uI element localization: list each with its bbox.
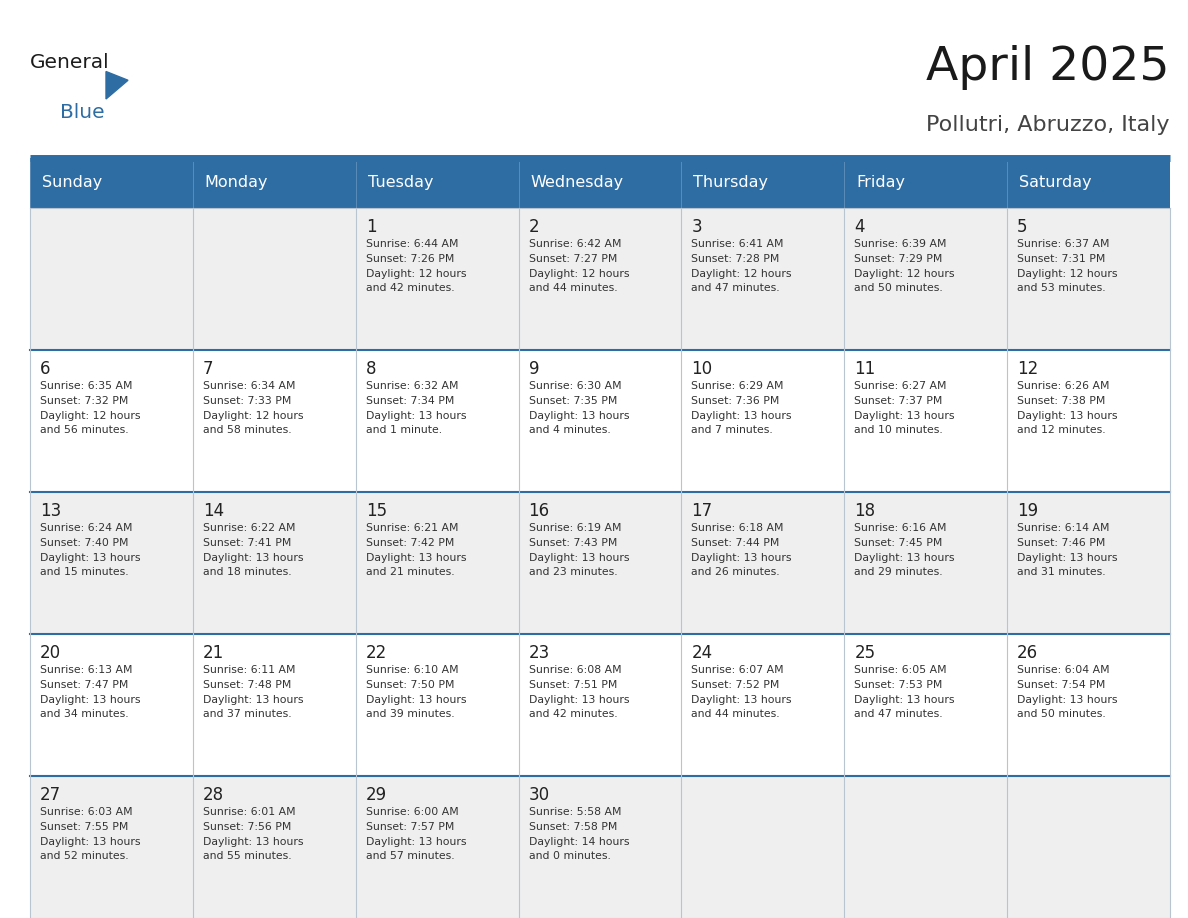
Text: 1: 1 xyxy=(366,218,377,236)
Text: Sunrise: 6:22 AM
Sunset: 7:41 PM
Daylight: 13 hours
and 18 minutes.: Sunrise: 6:22 AM Sunset: 7:41 PM Dayligh… xyxy=(203,523,303,577)
Text: 2: 2 xyxy=(529,218,539,236)
Text: 14: 14 xyxy=(203,502,225,520)
Text: Sunrise: 6:18 AM
Sunset: 7:44 PM
Daylight: 13 hours
and 26 minutes.: Sunrise: 6:18 AM Sunset: 7:44 PM Dayligh… xyxy=(691,523,792,577)
Text: Sunrise: 6:10 AM
Sunset: 7:50 PM
Daylight: 13 hours
and 39 minutes.: Sunrise: 6:10 AM Sunset: 7:50 PM Dayligh… xyxy=(366,665,466,720)
Text: 4: 4 xyxy=(854,218,865,236)
Text: Sunrise: 6:26 AM
Sunset: 7:38 PM
Daylight: 13 hours
and 12 minutes.: Sunrise: 6:26 AM Sunset: 7:38 PM Dayligh… xyxy=(1017,381,1118,435)
Text: Sunrise: 6:14 AM
Sunset: 7:46 PM
Daylight: 13 hours
and 31 minutes.: Sunrise: 6:14 AM Sunset: 7:46 PM Dayligh… xyxy=(1017,523,1118,577)
Text: 20: 20 xyxy=(40,644,61,662)
Text: Sunrise: 6:42 AM
Sunset: 7:27 PM
Daylight: 12 hours
and 44 minutes.: Sunrise: 6:42 AM Sunset: 7:27 PM Dayligh… xyxy=(529,239,630,294)
Text: 18: 18 xyxy=(854,502,876,520)
Text: Monday: Monday xyxy=(204,175,268,191)
Text: Sunrise: 6:41 AM
Sunset: 7:28 PM
Daylight: 12 hours
and 47 minutes.: Sunrise: 6:41 AM Sunset: 7:28 PM Dayligh… xyxy=(691,239,792,294)
Text: Tuesday: Tuesday xyxy=(368,175,434,191)
Text: Sunrise: 6:01 AM
Sunset: 7:56 PM
Daylight: 13 hours
and 55 minutes.: Sunrise: 6:01 AM Sunset: 7:56 PM Dayligh… xyxy=(203,807,303,861)
Text: 29: 29 xyxy=(366,786,387,804)
Text: Sunrise: 6:08 AM
Sunset: 7:51 PM
Daylight: 13 hours
and 42 minutes.: Sunrise: 6:08 AM Sunset: 7:51 PM Dayligh… xyxy=(529,665,630,720)
Text: 15: 15 xyxy=(366,502,387,520)
Text: Sunrise: 6:11 AM
Sunset: 7:48 PM
Daylight: 13 hours
and 37 minutes.: Sunrise: 6:11 AM Sunset: 7:48 PM Dayligh… xyxy=(203,665,303,720)
Text: Sunrise: 6:44 AM
Sunset: 7:26 PM
Daylight: 12 hours
and 42 minutes.: Sunrise: 6:44 AM Sunset: 7:26 PM Dayligh… xyxy=(366,239,466,294)
Text: 9: 9 xyxy=(529,360,539,378)
Text: 23: 23 xyxy=(529,644,550,662)
Text: 24: 24 xyxy=(691,644,713,662)
Text: 5: 5 xyxy=(1017,218,1028,236)
Bar xyxy=(30,776,1170,918)
Text: Sunrise: 6:35 AM
Sunset: 7:32 PM
Daylight: 12 hours
and 56 minutes.: Sunrise: 6:35 AM Sunset: 7:32 PM Dayligh… xyxy=(40,381,140,435)
Text: Sunrise: 6:07 AM
Sunset: 7:52 PM
Daylight: 13 hours
and 44 minutes.: Sunrise: 6:07 AM Sunset: 7:52 PM Dayligh… xyxy=(691,665,792,720)
Text: Sunrise: 6:29 AM
Sunset: 7:36 PM
Daylight: 13 hours
and 7 minutes.: Sunrise: 6:29 AM Sunset: 7:36 PM Dayligh… xyxy=(691,381,792,435)
Text: 19: 19 xyxy=(1017,502,1038,520)
Text: Pollutri, Abruzzo, Italy: Pollutri, Abruzzo, Italy xyxy=(927,115,1170,135)
Text: Sunrise: 6:34 AM
Sunset: 7:33 PM
Daylight: 12 hours
and 58 minutes.: Sunrise: 6:34 AM Sunset: 7:33 PM Dayligh… xyxy=(203,381,303,435)
Text: 10: 10 xyxy=(691,360,713,378)
Text: 16: 16 xyxy=(529,502,550,520)
Text: Sunrise: 6:00 AM
Sunset: 7:57 PM
Daylight: 13 hours
and 57 minutes.: Sunrise: 6:00 AM Sunset: 7:57 PM Dayligh… xyxy=(366,807,466,861)
Text: April 2025: April 2025 xyxy=(927,45,1170,90)
Text: Sunrise: 6:03 AM
Sunset: 7:55 PM
Daylight: 13 hours
and 52 minutes.: Sunrise: 6:03 AM Sunset: 7:55 PM Dayligh… xyxy=(40,807,140,861)
Text: 21: 21 xyxy=(203,644,225,662)
Text: 17: 17 xyxy=(691,502,713,520)
Text: Blue: Blue xyxy=(61,103,105,122)
Polygon shape xyxy=(106,72,128,99)
Text: 30: 30 xyxy=(529,786,550,804)
Text: Sunrise: 6:39 AM
Sunset: 7:29 PM
Daylight: 12 hours
and 50 minutes.: Sunrise: 6:39 AM Sunset: 7:29 PM Dayligh… xyxy=(854,239,955,294)
Text: Sunrise: 5:58 AM
Sunset: 7:58 PM
Daylight: 14 hours
and 0 minutes.: Sunrise: 5:58 AM Sunset: 7:58 PM Dayligh… xyxy=(529,807,630,861)
Text: 27: 27 xyxy=(40,786,61,804)
Text: 26: 26 xyxy=(1017,644,1038,662)
Text: 11: 11 xyxy=(854,360,876,378)
Text: 22: 22 xyxy=(366,644,387,662)
Text: Sunrise: 6:04 AM
Sunset: 7:54 PM
Daylight: 13 hours
and 50 minutes.: Sunrise: 6:04 AM Sunset: 7:54 PM Dayligh… xyxy=(1017,665,1118,720)
Bar xyxy=(30,158,1170,208)
Text: General: General xyxy=(30,53,109,72)
Text: 6: 6 xyxy=(40,360,51,378)
Text: Sunrise: 6:30 AM
Sunset: 7:35 PM
Daylight: 13 hours
and 4 minutes.: Sunrise: 6:30 AM Sunset: 7:35 PM Dayligh… xyxy=(529,381,630,435)
Bar xyxy=(30,208,1170,350)
Text: 3: 3 xyxy=(691,218,702,236)
Text: 8: 8 xyxy=(366,360,377,378)
Text: 12: 12 xyxy=(1017,360,1038,378)
Text: Sunrise: 6:13 AM
Sunset: 7:47 PM
Daylight: 13 hours
and 34 minutes.: Sunrise: 6:13 AM Sunset: 7:47 PM Dayligh… xyxy=(40,665,140,720)
Text: Saturday: Saturday xyxy=(1019,175,1092,191)
Text: Sunrise: 6:27 AM
Sunset: 7:37 PM
Daylight: 13 hours
and 10 minutes.: Sunrise: 6:27 AM Sunset: 7:37 PM Dayligh… xyxy=(854,381,955,435)
Text: Sunday: Sunday xyxy=(42,175,102,191)
Text: Sunrise: 6:21 AM
Sunset: 7:42 PM
Daylight: 13 hours
and 21 minutes.: Sunrise: 6:21 AM Sunset: 7:42 PM Dayligh… xyxy=(366,523,466,577)
Bar xyxy=(30,492,1170,634)
Text: Sunrise: 6:32 AM
Sunset: 7:34 PM
Daylight: 13 hours
and 1 minute.: Sunrise: 6:32 AM Sunset: 7:34 PM Dayligh… xyxy=(366,381,466,435)
Text: Sunrise: 6:16 AM
Sunset: 7:45 PM
Daylight: 13 hours
and 29 minutes.: Sunrise: 6:16 AM Sunset: 7:45 PM Dayligh… xyxy=(854,523,955,577)
Text: Sunrise: 6:24 AM
Sunset: 7:40 PM
Daylight: 13 hours
and 15 minutes.: Sunrise: 6:24 AM Sunset: 7:40 PM Dayligh… xyxy=(40,523,140,577)
Text: Wednesday: Wednesday xyxy=(531,175,624,191)
Text: 7: 7 xyxy=(203,360,214,378)
Text: 13: 13 xyxy=(40,502,62,520)
Bar xyxy=(30,634,1170,776)
Text: Friday: Friday xyxy=(857,175,905,191)
Text: 25: 25 xyxy=(854,644,876,662)
Text: Sunrise: 6:19 AM
Sunset: 7:43 PM
Daylight: 13 hours
and 23 minutes.: Sunrise: 6:19 AM Sunset: 7:43 PM Dayligh… xyxy=(529,523,630,577)
Bar xyxy=(30,350,1170,492)
Text: 28: 28 xyxy=(203,786,225,804)
Text: Thursday: Thursday xyxy=(694,175,769,191)
Text: Sunrise: 6:05 AM
Sunset: 7:53 PM
Daylight: 13 hours
and 47 minutes.: Sunrise: 6:05 AM Sunset: 7:53 PM Dayligh… xyxy=(854,665,955,720)
Text: Sunrise: 6:37 AM
Sunset: 7:31 PM
Daylight: 12 hours
and 53 minutes.: Sunrise: 6:37 AM Sunset: 7:31 PM Dayligh… xyxy=(1017,239,1118,294)
